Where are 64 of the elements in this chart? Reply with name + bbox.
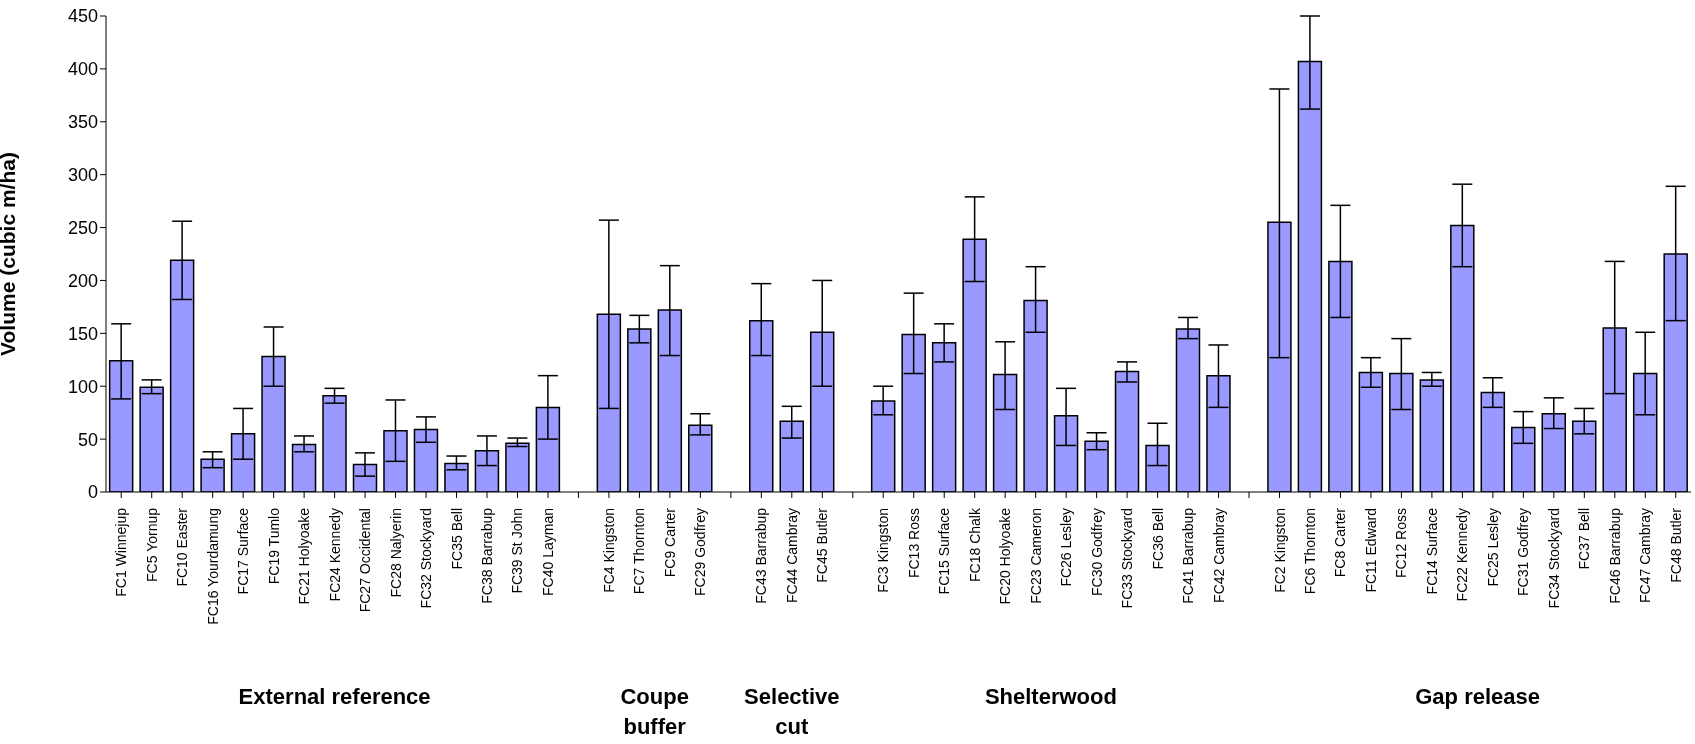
x-tick-label: FC28 Nalyerin: [387, 508, 404, 598]
x-tick-label: FC19 Tumlo: [265, 507, 282, 585]
text: External reference: [237, 683, 432, 711]
y-tick-label: 300: [67, 165, 98, 186]
x-tick-label: FC17 Surface: [235, 507, 252, 595]
x-tick-label: FC21 Holyoake: [296, 507, 313, 605]
x-tick-label: FC41 Barrabup: [1180, 507, 1197, 604]
x-tick-label: FC45 Butler: [814, 507, 831, 583]
x-tick-label: FC4 Kingston: [600, 508, 617, 593]
text: Coupe buffer: [619, 683, 690, 741]
text: Shelterwood: [983, 683, 1118, 711]
y-axis-title: Volume (cubic m/ha): [0, 152, 20, 356]
x-tick-label: FC22 Kennedy: [1454, 508, 1471, 602]
x-tick-label: FC10 Easter: [174, 507, 191, 587]
x-tick-label: FC35 Bell: [448, 508, 465, 570]
x-tick-label: FC25 Lesley: [1484, 508, 1501, 587]
x-tick-label: FC5 Yornup: [143, 507, 160, 582]
x-tick-label: FC42 Cambray: [1210, 508, 1227, 603]
text: Gap release: [1414, 683, 1541, 711]
x-tick-label: FC31 Godfrey: [1515, 508, 1532, 596]
x-tick-label: FC11 Edward: [1362, 508, 1379, 593]
y-tick-label: 200: [67, 270, 98, 291]
x-tick-label: FC29 Godfrey: [692, 508, 709, 596]
y-tick-label: 250: [67, 217, 98, 238]
y-tick-label: 350: [67, 112, 98, 133]
x-tick-label: FC14 Surface: [1423, 507, 1440, 595]
y-tick-label: 100: [67, 376, 98, 397]
x-tick-label: FC34 Stockyard: [1545, 508, 1562, 609]
x-tick-label: FC13 Ross: [905, 508, 922, 579]
x-tick-label: FC46 Barrabup: [1606, 507, 1623, 604]
x-tick-label: FC27 Occidental: [357, 508, 374, 613]
x-tick-label: FC26 Lesley: [1058, 508, 1075, 587]
x-tick-label: FC1 Winnejup: [113, 507, 130, 597]
x-tick-label: FC39 St John: [509, 508, 526, 594]
y-tick-label: 450: [67, 6, 98, 27]
x-tick-label: FC38 Barrabup: [479, 507, 496, 604]
x-tick-label: FC44 Cambray: [783, 508, 800, 603]
x-tick-label: FC24 Kennedy: [326, 508, 343, 602]
x-tick-label: FC47 Cambray: [1637, 508, 1654, 603]
x-tick-label: FC40 Layman: [539, 508, 556, 596]
x-tick-label: FC3 Kingston: [875, 508, 892, 593]
x-tick-label: FC6 Thornton: [1301, 508, 1318, 595]
x-tick-label: FC20 Holyoake: [997, 507, 1014, 605]
y-tick-label: 50: [77, 429, 98, 450]
x-tick-label: FC9 Carter: [661, 507, 678, 578]
x-tick-label: FC8 Carter: [1332, 507, 1349, 578]
y-tick-label: 400: [67, 59, 98, 80]
text: Selective cut: [743, 683, 841, 741]
x-tick-label: FC15 Surface: [936, 507, 953, 595]
x-tick-label: FC32 Stockyard: [418, 508, 435, 609]
x-tick-label: FC7 Thornton: [631, 508, 648, 595]
x-tick-label: FC37 Bell: [1576, 508, 1593, 570]
x-tick-label: FC12 Ross: [1393, 508, 1410, 579]
x-tick-label: FC30 Godfrey: [1088, 508, 1105, 596]
x-tick-label: FC23 Cameron: [1027, 508, 1044, 604]
x-tick-label: FC33 Stockyard: [1119, 508, 1136, 609]
x-tick-label: FC36 Bell: [1149, 508, 1166, 570]
x-tick-label: FC2 Kingston: [1271, 508, 1288, 593]
x-tick-label: FC16 Yourdamung: [204, 508, 221, 625]
x-tick-label: FC43 Barrabup: [753, 507, 770, 604]
y-tick-label: 0: [87, 482, 98, 503]
y-tick-label: 150: [67, 323, 98, 344]
x-tick-label: FC48 Butler: [1667, 507, 1684, 583]
x-tick-label: FC18 Chalk: [966, 507, 983, 582]
